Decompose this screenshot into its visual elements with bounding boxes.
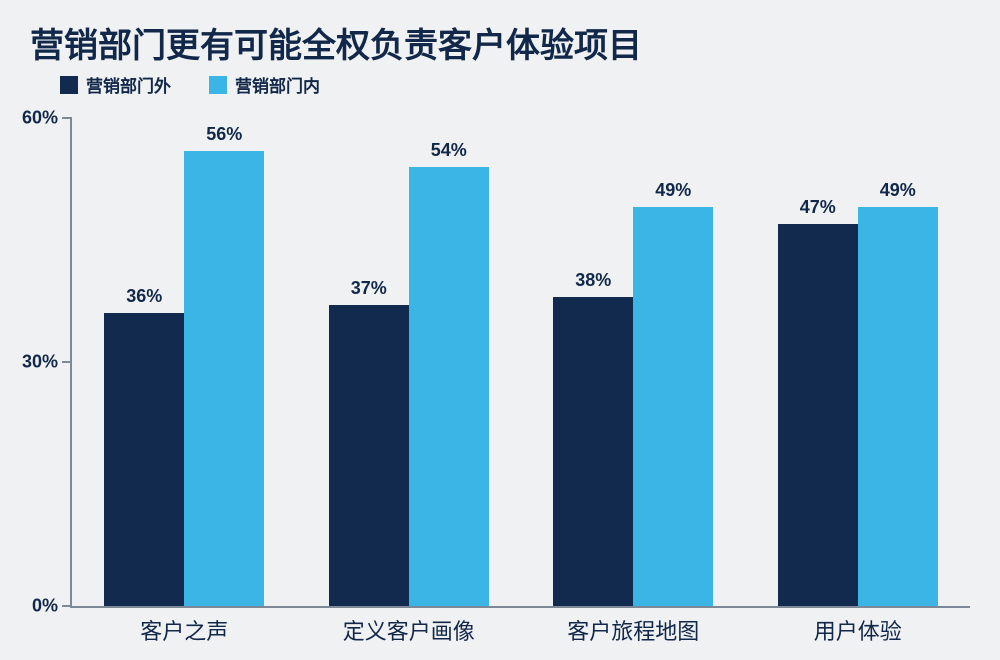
y-tick: [62, 117, 72, 119]
bar-chart: 36%56%客户之声37%54%定义客户画像38%49%客户旅程地图47%49%…: [20, 118, 980, 658]
bar-pair: 47%49%: [746, 118, 971, 606]
bar-group: 38%49%客户旅程地图: [521, 118, 746, 606]
legend-label-inside: 营销部门内: [235, 72, 320, 97]
bar-outside: 36%: [104, 313, 184, 606]
legend: 营销部门外 营销部门内: [60, 72, 320, 97]
bar-outside: 37%: [329, 305, 409, 606]
bar-pair: 37%54%: [297, 118, 522, 606]
bar-value-label: 47%: [800, 197, 836, 218]
legend-item-inside: 营销部门内: [209, 72, 320, 97]
legend-item-outside: 营销部门外: [60, 72, 171, 97]
y-tick-label: 0%: [32, 596, 58, 617]
y-tick-label: 30%: [22, 352, 58, 373]
bar-value-label: 49%: [880, 180, 916, 201]
bar-value-label: 37%: [351, 278, 387, 299]
category-label: 定义客户画像: [297, 614, 522, 646]
bar-inside: 49%: [858, 207, 938, 606]
chart-title: 营销部门更有可能全权负责客户体验项目: [30, 18, 642, 67]
y-tick: [62, 361, 72, 363]
legend-swatch-inside: [209, 76, 227, 94]
bar-outside: 47%: [778, 224, 858, 606]
bar-outside: 38%: [553, 297, 633, 606]
bar-group: 36%56%客户之声: [72, 118, 297, 606]
plot-area: 36%56%客户之声37%54%定义客户画像38%49%客户旅程地图47%49%…: [70, 118, 970, 608]
category-label: 客户旅程地图: [521, 614, 746, 646]
category-label: 用户体验: [746, 614, 971, 646]
bar-value-label: 49%: [655, 180, 691, 201]
bar-pair: 38%49%: [521, 118, 746, 606]
bar-inside: 49%: [633, 207, 713, 606]
bar-inside: 54%: [409, 167, 489, 606]
y-tick: [62, 605, 72, 607]
legend-label-outside: 营销部门外: [86, 72, 171, 97]
y-tick-label: 60%: [22, 108, 58, 129]
bar-group: 37%54%定义客户画像: [297, 118, 522, 606]
bar-value-label: 56%: [206, 124, 242, 145]
bar-group: 47%49%用户体验: [746, 118, 971, 606]
category-label: 客户之声: [72, 614, 297, 646]
bar-value-label: 38%: [575, 270, 611, 291]
bar-value-label: 54%: [431, 140, 467, 161]
bar-inside: 56%: [184, 151, 264, 606]
legend-swatch-outside: [60, 76, 78, 94]
bar-value-label: 36%: [126, 286, 162, 307]
bar-groups: 36%56%客户之声37%54%定义客户画像38%49%客户旅程地图47%49%…: [72, 118, 970, 606]
bar-pair: 36%56%: [72, 118, 297, 606]
